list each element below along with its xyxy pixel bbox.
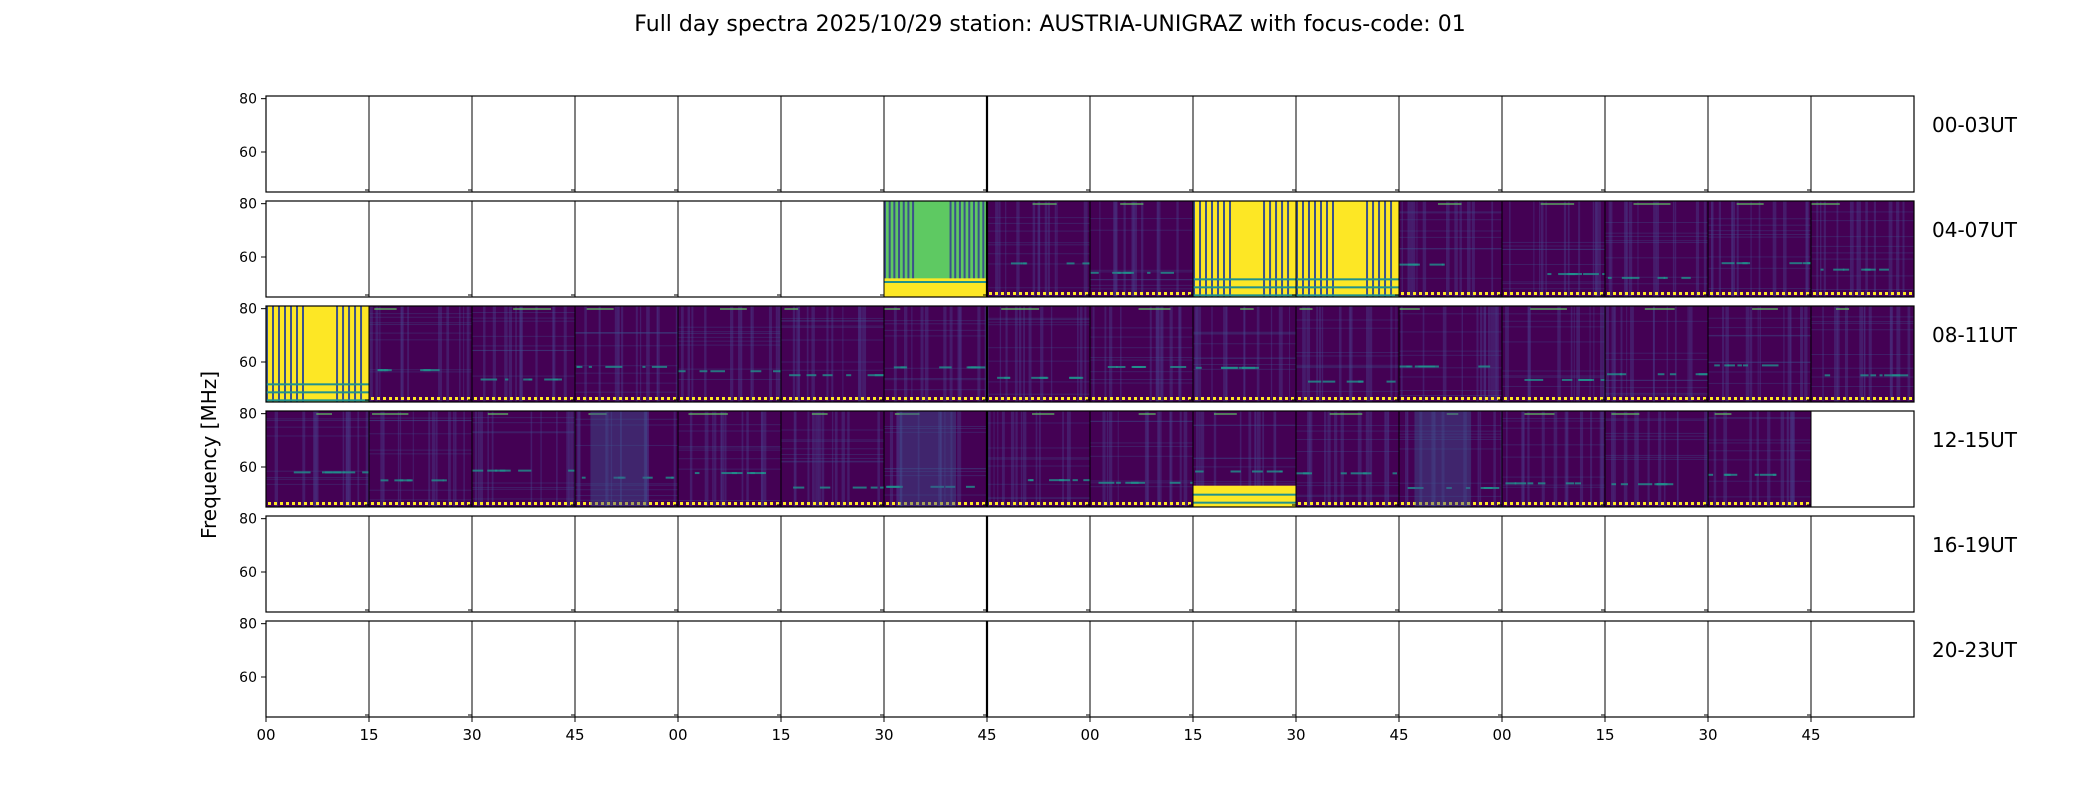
y-tick-label: 60 [239, 670, 257, 686]
y-tick-label: 80 [239, 197, 257, 213]
spectra-tile [1296, 411, 1399, 507]
spectra-row-16-19UT: 80 60 16-19UT [239, 512, 2018, 613]
y-tick-label: 80 [239, 92, 257, 108]
x-tick-label: 15 [359, 726, 378, 744]
x-tick-label: 30 [1698, 726, 1717, 744]
spectra-tile [1399, 411, 1505, 507]
y-axis-label: Frequency [MHz] [197, 371, 221, 539]
chart-title: Full day spectra 2025/10/29 station: AUS… [634, 12, 1466, 37]
y-tick-label: 80 [239, 302, 257, 318]
spectra-tile [1811, 306, 1914, 402]
spectra-tile [884, 411, 987, 507]
x-tick-label: 45 [977, 726, 996, 744]
spectra-rows: 80 60 00-03UT 80 60 04-07UT 80 60 08-11UT 80 60 12-… [239, 92, 2018, 718]
x-tick-label: 45 [1389, 726, 1408, 744]
x-tick-label: 00 [256, 726, 275, 744]
x-tick-label: 00 [1080, 726, 1099, 744]
spectra-tile [369, 306, 476, 402]
spectra-tile [678, 411, 781, 507]
y-tick-label: 60 [239, 565, 257, 581]
y-tick-label: 80 [239, 407, 257, 423]
spectra-tile [1193, 411, 1302, 507]
spectra-tile [472, 411, 582, 507]
spectra-tile [1708, 306, 1811, 402]
x-tick-label: 15 [771, 726, 790, 744]
spectra-tile [1399, 201, 1502, 297]
spectra-tile [1502, 201, 1613, 297]
spectra-tile [1296, 306, 1399, 402]
spectra-tile [987, 411, 1100, 507]
x-tick-label: 15 [1183, 726, 1202, 744]
x-tick-label: 30 [1286, 726, 1305, 744]
x-axis-ticks: 00 15 30 45 00 15 30 45 00 15 30 45 00 15 30 45 [256, 717, 1821, 744]
spectra-tile [1193, 201, 1296, 297]
spectra-tile [1502, 306, 1607, 402]
y-tick-label: 80 [239, 512, 257, 528]
x-tick-label: 30 [874, 726, 893, 744]
spectra-tile [1090, 411, 1200, 507]
spectra-tile [575, 306, 679, 402]
row-time-label: 08-11UT [1932, 323, 2018, 347]
y-tick-label: 60 [239, 250, 257, 266]
spectra-tile [781, 411, 890, 507]
y-tick-label: 60 [239, 355, 257, 371]
spectra-tile [1605, 411, 1709, 507]
spectra-tile [369, 411, 472, 507]
spectra-row-08-11UT: 80 60 08-11UT [239, 302, 2018, 403]
spectra-row-00-03UT: 80 60 00-03UT [239, 92, 2018, 193]
x-tick-label: 45 [565, 726, 584, 744]
x-tick-label: 30 [462, 726, 481, 744]
y-tick-label: 60 [239, 460, 257, 476]
spectra-tile [884, 306, 989, 402]
y-tick-label: 60 [239, 145, 257, 161]
spectra-tile [1811, 201, 1914, 297]
spectra-tile [1090, 201, 1193, 297]
spectra-tile [1605, 201, 1708, 297]
spectra-tile [884, 201, 987, 297]
y-tick-label: 80 [239, 617, 257, 633]
row-time-label: 12-15UT [1932, 428, 2018, 452]
spectra-tile [987, 201, 1098, 297]
x-tick-label: 15 [1595, 726, 1614, 744]
x-tick-label: 45 [1801, 726, 1820, 744]
spectra-tile [1090, 306, 1193, 402]
spectra-row-12-15UT: 80 60 12-15UT [239, 407, 2018, 508]
spectra-tile [266, 411, 376, 507]
spectra-tile [987, 306, 1090, 402]
spectra-tile [266, 306, 369, 402]
spectra-tile [781, 306, 886, 402]
spectra-tile [1708, 411, 1811, 507]
x-tick-label: 00 [1492, 726, 1511, 744]
spectra-tile [472, 306, 575, 402]
row-time-label: 04-07UT [1932, 218, 2018, 242]
spectra-row-20-23UT: 80 60 20-23UT [239, 617, 2018, 718]
spectra-tile [1502, 411, 1605, 507]
spectra-tile [1193, 306, 1296, 402]
row-time-label: 20-23UT [1932, 638, 2018, 662]
row-time-label: 00-03UT [1932, 113, 2018, 137]
x-tick-label: 00 [668, 726, 687, 744]
spectra-row-04-07UT: 80 60 04-07UT [239, 197, 2018, 298]
spectra-tile [1708, 201, 1819, 297]
spectra-tile [678, 306, 794, 402]
spectra-tile [575, 411, 678, 507]
spectra-tile [1399, 306, 1502, 402]
spectra-tile [1605, 306, 1713, 402]
spectra-tile [1296, 201, 1399, 297]
row-time-label: 16-19UT [1932, 533, 2018, 557]
